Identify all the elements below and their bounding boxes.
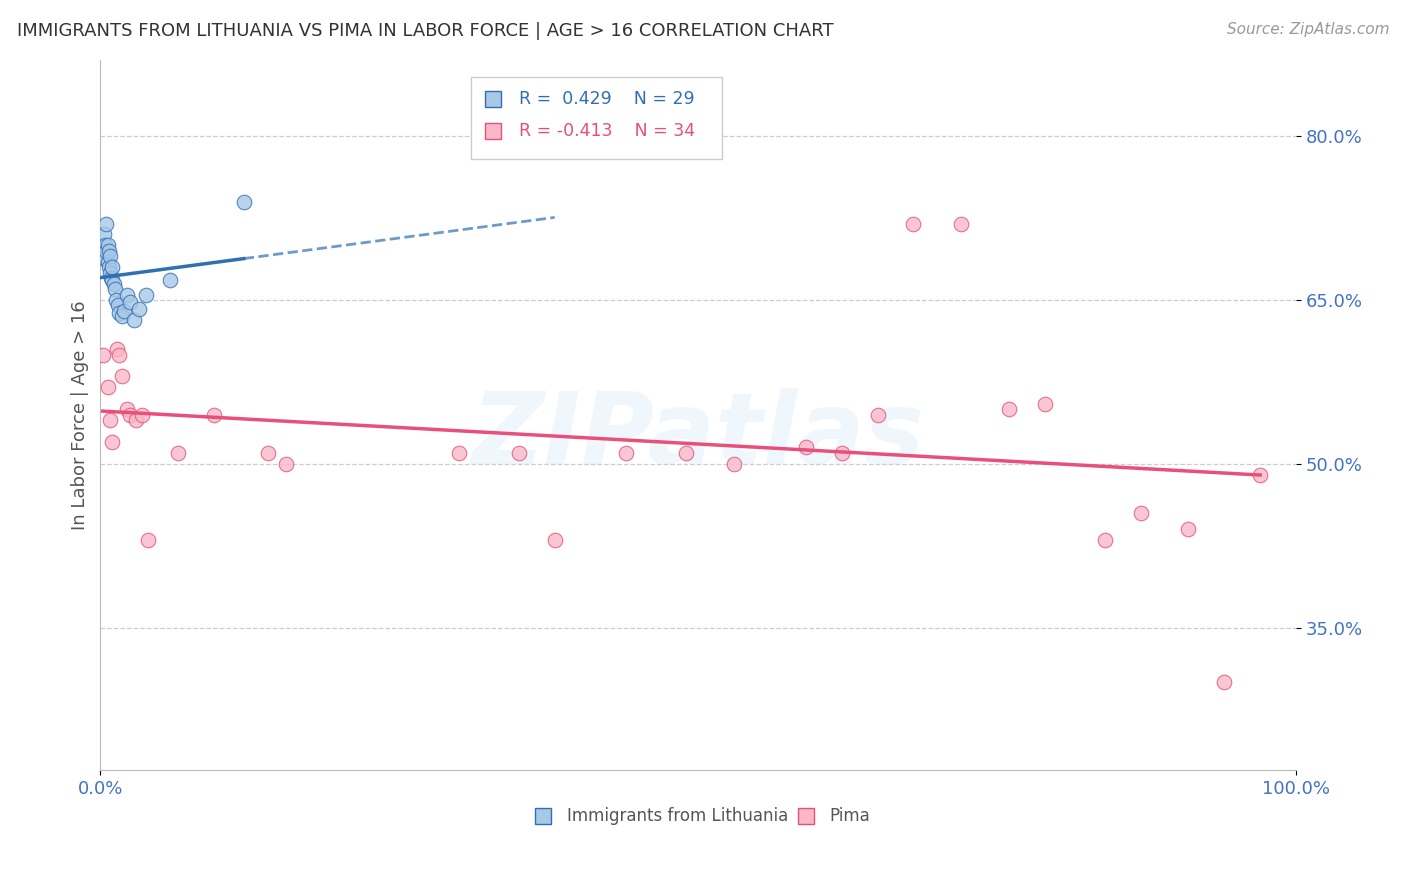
Point [107,298,129,312]
Point [111,369,134,384]
Point [135,287,157,301]
Point [115,402,138,417]
Text: ZIPatlas: ZIPatlas [471,387,925,484]
Point [120,295,142,310]
Point [93,227,115,242]
Point [831,446,853,460]
Point [1094,533,1116,548]
Point [202,408,225,422]
Point [111,310,134,324]
Point [98,266,121,280]
Point [794,441,817,455]
Point [97,244,120,258]
Point [96,238,118,252]
Point [104,293,127,307]
Point [723,457,745,471]
Point [131,408,153,422]
Point [232,194,254,209]
Point [950,217,973,231]
Text: Immigrants from Lithuania: Immigrants from Lithuania [567,807,787,825]
Point [544,533,567,548]
Point [96,254,118,268]
Text: Pima: Pima [830,807,870,825]
Point [103,277,125,291]
Point [96,244,118,258]
FancyBboxPatch shape [471,78,723,159]
Point [104,282,127,296]
Point [274,457,297,471]
Point [903,217,925,231]
Y-axis label: In Labor Force | Age > 16: In Labor Force | Age > 16 [72,300,89,530]
Point [96,217,118,231]
Point [98,413,121,427]
Text: R =  0.429    N = 29: R = 0.429 N = 29 [519,90,695,108]
Point [128,301,150,316]
Point [100,271,122,285]
Text: R = -0.413    N = 34: R = -0.413 N = 34 [519,121,695,140]
Point [91,348,114,362]
Point [94,238,117,252]
Point [120,408,142,422]
Point [1177,523,1199,537]
Point [159,273,181,287]
Point [96,380,118,394]
Point [508,446,530,460]
Point [101,273,124,287]
Point [136,533,159,548]
Point [1213,675,1236,690]
Text: Source: ZipAtlas.com: Source: ZipAtlas.com [1226,22,1389,37]
Point [101,435,124,450]
Point [98,249,121,263]
Point [91,252,114,266]
Point [97,260,120,275]
Point [1033,397,1056,411]
Point [616,446,638,460]
Point [112,304,135,318]
Point [866,408,889,422]
Point [167,446,190,460]
Point [108,348,131,362]
Point [1249,467,1271,482]
Text: IMMIGRANTS FROM LITHUANIA VS PIMA IN LABOR FORCE | AGE > 16 CORRELATION CHART: IMMIGRANTS FROM LITHUANIA VS PIMA IN LAB… [17,22,834,40]
Point [256,446,278,460]
Point [108,306,131,320]
Point [1129,506,1152,520]
Point [675,446,697,460]
Point [115,287,138,301]
Point [101,260,124,275]
Point [447,446,470,460]
Point [998,402,1021,417]
Point [105,342,128,356]
Point [125,413,148,427]
Point [122,312,145,326]
Point [90,249,112,263]
